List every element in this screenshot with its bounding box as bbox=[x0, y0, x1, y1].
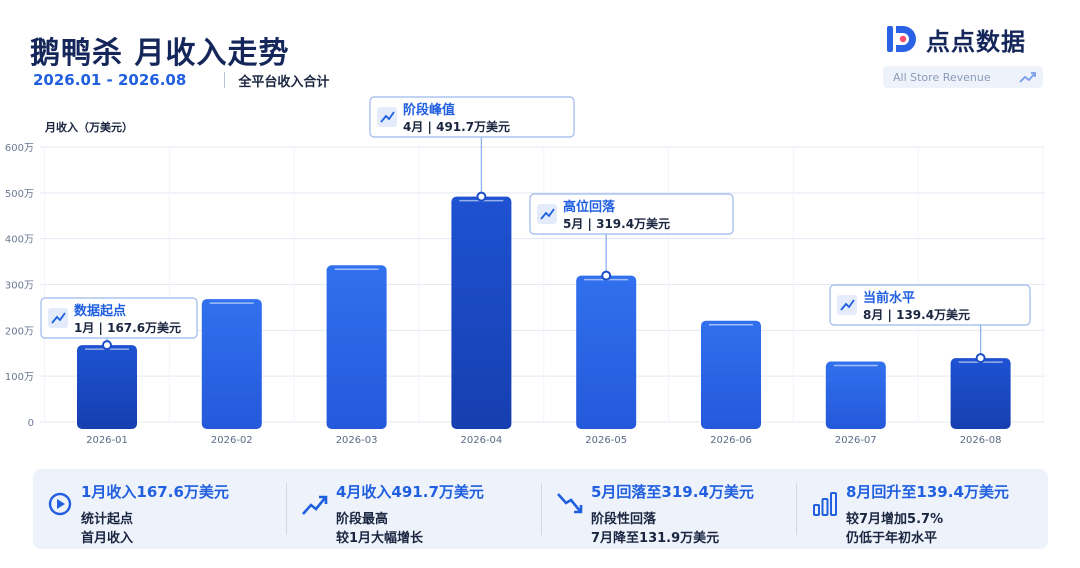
divider bbox=[286, 483, 287, 535]
trend-up-icon bbox=[1019, 72, 1036, 83]
annotation-box bbox=[40, 297, 198, 339]
y-axis-label: 月收入（万美元） bbox=[44, 120, 133, 134]
stat-line: 较7月增加5.7% bbox=[846, 512, 944, 527]
y-tick-label: 300万 bbox=[5, 281, 34, 292]
y-tick-label: 200万 bbox=[5, 326, 34, 337]
trend-up-icon bbox=[840, 299, 855, 311]
annotation-box bbox=[369, 96, 575, 138]
stat-line: 仍低于年初水平 bbox=[846, 531, 938, 546]
y-tick-label: 400万 bbox=[5, 235, 34, 246]
x-tick-label: 2026-03 bbox=[336, 435, 378, 446]
x-tick-label: 2026-08 bbox=[960, 435, 1002, 446]
bar bbox=[326, 265, 387, 429]
brand-logo: 点点数据 bbox=[884, 22, 1026, 56]
annotation-detail: 8月 | 139.4万美元 bbox=[863, 307, 970, 322]
play-circle-icon bbox=[48, 492, 72, 516]
annotation-marker bbox=[102, 340, 112, 351]
stat-title: 1月收入167.6万美元 bbox=[81, 483, 229, 501]
annotation-box bbox=[529, 193, 734, 235]
annotation-box bbox=[829, 284, 1031, 326]
bar bbox=[201, 299, 262, 429]
x-tick-label: 2026-02 bbox=[211, 435, 253, 446]
y-tick-label: 0 bbox=[28, 418, 34, 429]
trend-up-icon bbox=[51, 312, 66, 324]
y-tick-label: 600万 bbox=[5, 143, 34, 154]
revenue-chart: 月收入（万美元） 0 100万 200万 300万 400万 500万 600万 2026-01… bbox=[5, 96, 1045, 446]
y-tick-label: 500万 bbox=[5, 189, 34, 200]
x-tick-label: 2026-06 bbox=[710, 435, 752, 446]
divider bbox=[796, 483, 797, 535]
annotation-detail: 5月 | 319.4万美元 bbox=[563, 216, 670, 231]
annotation-title: 当前水平 bbox=[863, 290, 915, 306]
stat-title: 8月回升至139.4万美元 bbox=[846, 483, 1009, 501]
stat-title: 5月回落至319.4万美元 bbox=[591, 483, 754, 501]
bar bbox=[77, 345, 137, 429]
y-tick-label: 100万 bbox=[5, 372, 34, 383]
x-tick-label: 2026-04 bbox=[461, 435, 503, 446]
bar bbox=[701, 320, 761, 429]
trend-up-icon bbox=[540, 208, 555, 220]
annotation-title: 高位回落 bbox=[563, 199, 616, 215]
trend-up-icon bbox=[302, 495, 328, 515]
annotation-title: 数据起点 bbox=[74, 303, 126, 319]
bar bbox=[825, 361, 886, 429]
annotation-marker bbox=[975, 353, 986, 364]
annotation-title: 阶段峰值 bbox=[403, 102, 455, 118]
trend-up-icon bbox=[380, 111, 395, 123]
store-label: All Store Revenue bbox=[893, 70, 991, 84]
annotation-detail: 4月 | 491.7万美元 bbox=[403, 119, 510, 134]
stat-line: 较1月大幅增长 bbox=[336, 531, 424, 546]
stat-line: 首月收入 bbox=[81, 531, 134, 546]
stat-line: 7月降至131.9万美元 bbox=[591, 531, 720, 546]
stat-item: 8月回升至139.4万美元 较7月增加5.7% 仍低于年初水平 bbox=[798, 469, 1048, 549]
stat-line: 统计起点 bbox=[81, 512, 134, 527]
subtitle: 全平台收入合计 bbox=[238, 74, 330, 90]
page-title: 鹅鸭杀 月收入走势 bbox=[30, 36, 290, 71]
date-range: 2026.01 - 2026.08 bbox=[33, 71, 187, 89]
x-tick-label: 2026-07 bbox=[835, 435, 877, 446]
stat-title: 4月收入491.7万美元 bbox=[336, 483, 484, 501]
bar-chart-icon bbox=[813, 492, 837, 516]
x-tick-label: 2026-01 bbox=[86, 435, 128, 446]
stat-item: 1月收入167.6万美元 统计起点 首月收入 bbox=[33, 469, 288, 549]
store-badge: All Store Revenue bbox=[883, 66, 1043, 88]
stat-item: 5月回落至319.4万美元 阶段性回落 7月降至131.9万美元 bbox=[543, 469, 798, 549]
trend-down-icon bbox=[557, 493, 583, 514]
annotation-marker bbox=[601, 270, 612, 281]
logo-text: 点点数据 bbox=[926, 27, 1026, 56]
bar bbox=[576, 275, 637, 429]
stat-line: 阶段最高 bbox=[336, 512, 389, 527]
bar bbox=[451, 196, 512, 429]
annotation-detail: 1月 | 167.6万美元 bbox=[74, 320, 181, 335]
stat-line: 阶段性回落 bbox=[591, 512, 657, 527]
annotation-marker bbox=[476, 191, 487, 202]
logo-icon bbox=[887, 26, 916, 52]
stat-item: 4月收入491.7万美元 阶段最高 较1月大幅增长 bbox=[288, 469, 543, 549]
x-tick-label: 2026-05 bbox=[585, 435, 627, 446]
bar bbox=[950, 358, 1011, 429]
stats-panel: 1月收入167.6万美元 统计起点 首月收入 4月收入491.7万美元 阶段最高… bbox=[33, 469, 1048, 549]
subtitle-row: 2026.01 - 2026.08 全平台收入合计 bbox=[33, 70, 329, 90]
divider bbox=[224, 72, 226, 88]
divider bbox=[541, 483, 542, 535]
